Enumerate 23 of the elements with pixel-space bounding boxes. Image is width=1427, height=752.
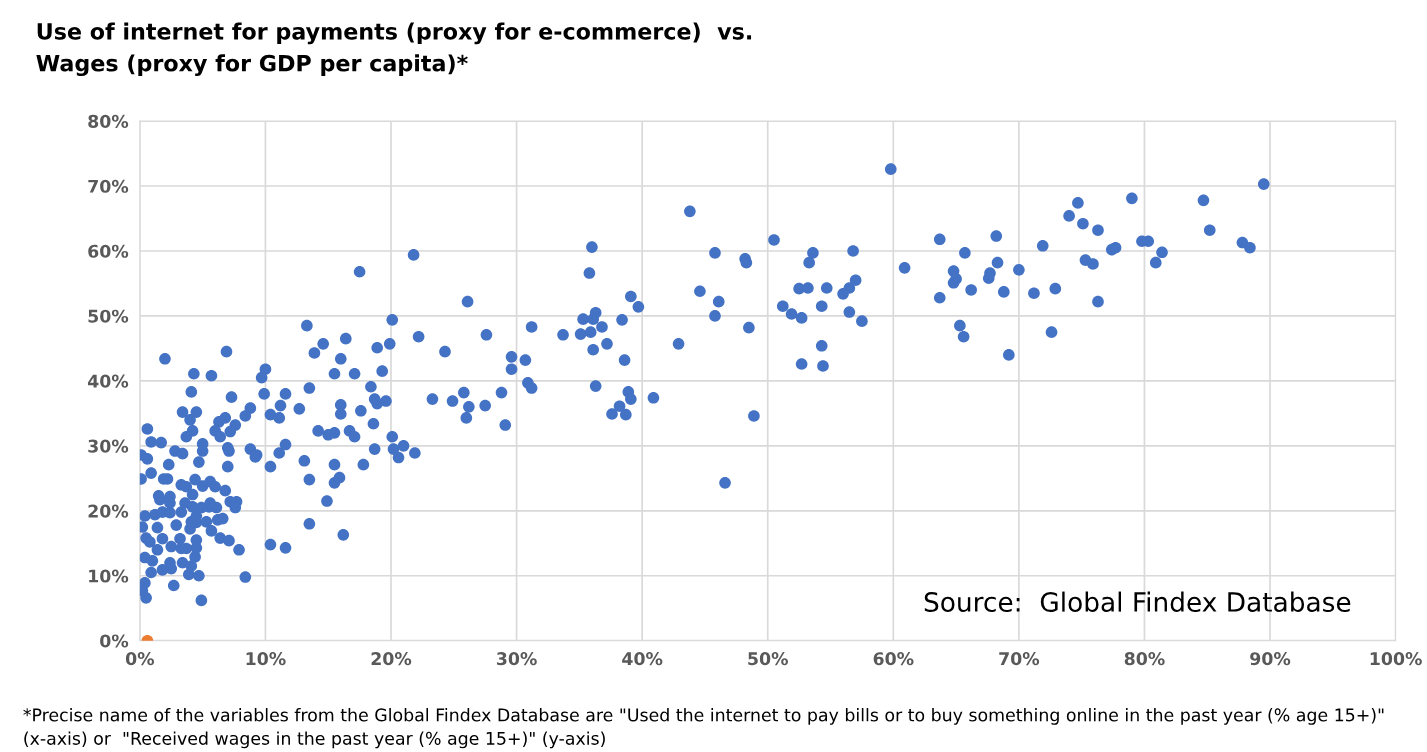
y-tick-label: 40% xyxy=(87,374,129,388)
x-tick-label: 60% xyxy=(873,652,914,666)
y-tick-label: 80% xyxy=(88,114,129,128)
x-tick-label: 30% xyxy=(496,652,537,666)
x-tick-label: 40% xyxy=(622,652,663,666)
x-tick-label: 100% xyxy=(1370,652,1422,666)
y-tick-label: 0% xyxy=(100,634,129,648)
x-tick-label: 70% xyxy=(999,652,1040,666)
y-tick-label: 70% xyxy=(88,179,129,193)
y-tick-label: 50% xyxy=(88,309,129,323)
annotation: Source: Global Findex Database xyxy=(924,591,1351,612)
y-tick-label: 10% xyxy=(89,569,129,583)
x-tick-label: 20% xyxy=(371,652,412,666)
y-tick-label: 60% xyxy=(88,244,129,258)
x-tick-label: 0% xyxy=(125,652,155,666)
x-tick-label: 90% xyxy=(1250,652,1291,666)
x-tick-label: 50% xyxy=(748,652,788,666)
y-tick-label: 30% xyxy=(88,439,129,453)
y-tick-label: 20% xyxy=(88,504,129,518)
x-tick-label: 80% xyxy=(1124,652,1165,666)
chart-title: Use of internet for payments (proxy for e-commerce) vs. Wages (proxy for GDP per capita)* xyxy=(36,22,752,77)
text: *Precise name of the variables from the Global Findex Database are "Used the internet to pay bills or to buy something online in the past year (% age 15+)" (x-axis) or "Received wages in the past year (% age 15+)" (y-axis) xyxy=(23,708,1384,749)
x-tick-label: 10% xyxy=(246,652,286,666)
